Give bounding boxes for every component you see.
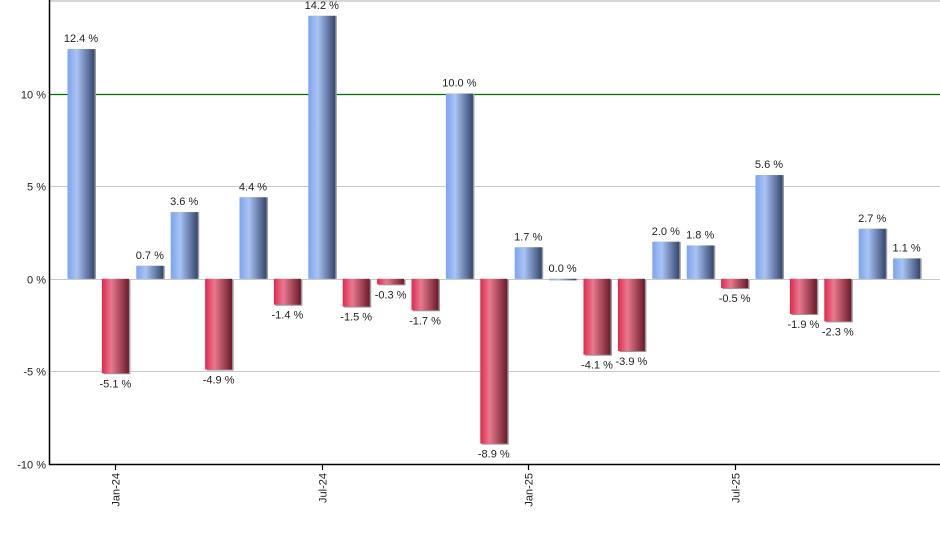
bar-value-label: -1.5 %	[340, 312, 372, 324]
bar-value-label: 12.4 %	[64, 33, 98, 45]
bar-positive	[170, 212, 198, 279]
bar-negative	[617, 278, 645, 352]
bar-value-label: 14.2 %	[305, 0, 339, 12]
bar-value-label: -5.1 %	[100, 378, 132, 390]
bar-value-label: -3.9 %	[616, 356, 648, 368]
bar-negative	[205, 278, 233, 370]
bar-negative	[789, 278, 817, 314]
bar-positive	[308, 15, 336, 279]
y-tick-label: -5 %	[23, 367, 46, 379]
bar-negative	[101, 278, 129, 374]
bar-value-label: -4.1 %	[581, 360, 613, 372]
bar-value-label: -1.9 %	[788, 319, 820, 331]
bar-value-label: 3.6 %	[170, 196, 198, 208]
bar-negative	[480, 278, 508, 444]
bar-negative	[721, 278, 749, 289]
bar-value-label: -2.3 %	[822, 326, 854, 338]
bar-value-label: -8.9 %	[478, 449, 510, 461]
bar-positive	[67, 49, 95, 279]
bar-value-label: 2.7 %	[858, 213, 886, 225]
bar-positive	[893, 258, 921, 279]
bar-positive	[239, 197, 267, 279]
bar-value-label: 1.1 %	[893, 242, 921, 254]
bar-positive	[445, 93, 473, 279]
bar-value-label: 2.0 %	[652, 226, 680, 238]
bar-negative	[824, 278, 852, 322]
bar-positive	[136, 265, 164, 279]
bar-negative	[411, 278, 439, 311]
bar-negative	[273, 278, 301, 305]
bar-value-label: -0.5 %	[719, 293, 751, 305]
bar-value-label: 1.7 %	[514, 231, 542, 243]
bar-value-label: -1.7 %	[409, 315, 441, 327]
y-tick-label: 5 %	[27, 182, 46, 194]
y-tick-label: -10 %	[17, 460, 46, 472]
bar-negative	[583, 278, 611, 355]
x-tick-label: Jan-24	[111, 473, 123, 507]
bar-value-label: -4.9 %	[203, 375, 235, 387]
bar-positive	[755, 175, 783, 279]
bar-positive	[549, 278, 577, 281]
bar-value-label: 0.0 %	[549, 263, 577, 275]
bar-positive	[858, 228, 886, 279]
bar-positive	[652, 241, 680, 279]
axes	[48, 0, 940, 470]
bar-positive	[514, 247, 542, 279]
x-tick-label: Jul-25	[731, 473, 743, 503]
bar-positive	[686, 245, 714, 279]
labels: -10 % -5 % 0 % 5 % 10 % 12.4 % -5.1 % 0.7 % 3.6 …	[17, 0, 921, 507]
bar-value-label: 1.8 %	[686, 229, 714, 241]
bar-negative	[377, 278, 405, 285]
x-tick-label: Jan-25	[524, 473, 536, 507]
y-tick-label: 10 %	[21, 90, 46, 102]
bar-value-label: 10.0 %	[442, 78, 476, 90]
x-tick-label: Jul-24	[318, 473, 330, 503]
bar-negative	[342, 278, 370, 307]
bar-value-label: -0.3 %	[375, 289, 407, 301]
bar-value-label: 0.7 %	[136, 250, 164, 262]
bar-value-label: -1.4 %	[272, 310, 304, 322]
bar-value-label: 4.4 %	[239, 181, 267, 193]
bars	[67, 15, 922, 445]
y-tick-label: 0 %	[27, 275, 46, 287]
bar-value-label: 5.6 %	[755, 159, 783, 171]
